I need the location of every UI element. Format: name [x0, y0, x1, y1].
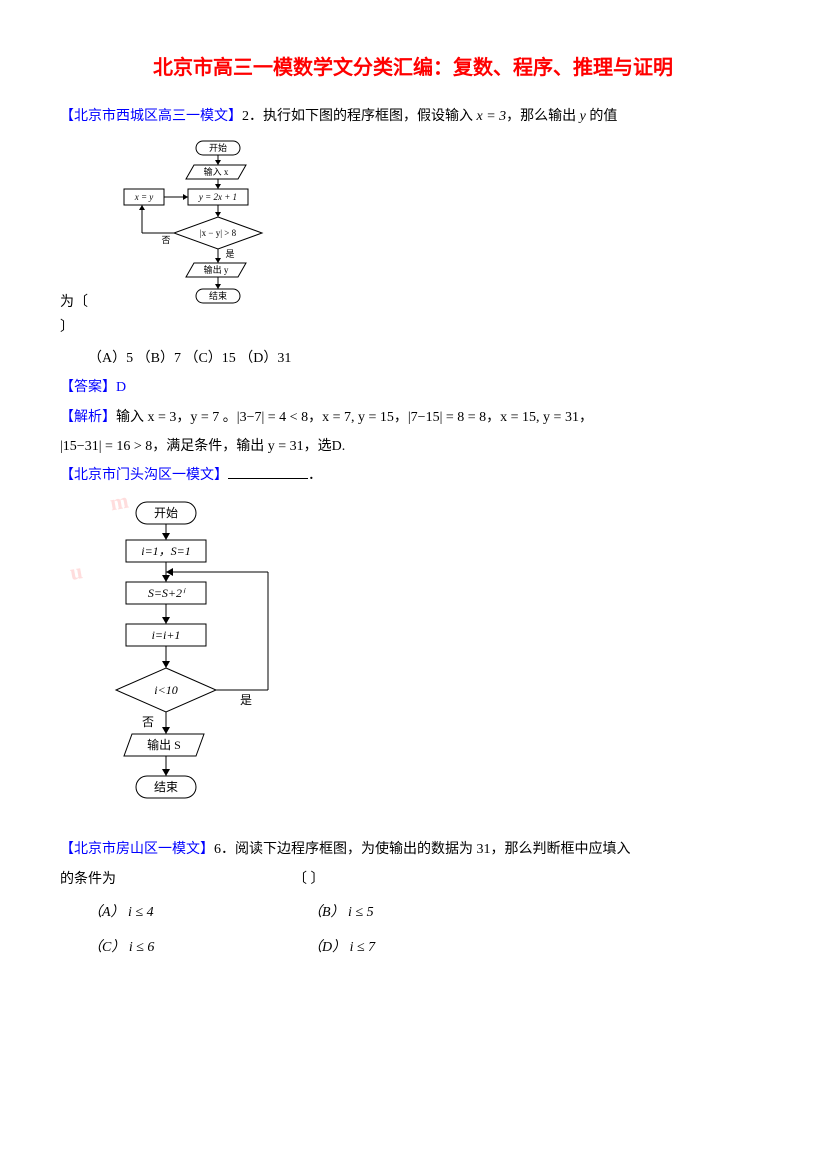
- q2-blank: [228, 478, 308, 479]
- q3-option-d: （D） i ≤ 7: [308, 935, 528, 960]
- q1-stem-c: 的值: [586, 109, 618, 124]
- q1-stem-b: ，那么输出: [506, 109, 580, 124]
- svg-text:输出 y: 输出 y: [204, 264, 229, 275]
- q1-number: 2．: [242, 109, 263, 124]
- q1-answer: D: [116, 380, 126, 395]
- q1-stem-a: 执行如下图的程序框图，假设输入: [263, 109, 477, 124]
- svg-text:S=S+2ⁱ: S=S+2ⁱ: [148, 586, 186, 600]
- svg-text:y = 2x + 1: y = 2x + 1: [198, 192, 237, 202]
- q1-analysis-tag: 【解析】: [60, 410, 116, 425]
- svg-text:|x − y| > 8: |x − y| > 8: [200, 228, 237, 238]
- svg-text:i=i+1: i=i+1: [152, 628, 181, 642]
- svg-text:否: 否: [142, 715, 154, 729]
- svg-text:结束: 结束: [209, 290, 227, 301]
- svg-text:i<10: i<10: [154, 683, 177, 697]
- q3-stem-b: 的条件为: [60, 872, 116, 887]
- q1-tail: 为〔 〕: [60, 290, 90, 340]
- q3-number: 6．: [214, 842, 235, 857]
- q3-option-c: （C） i ≤ 6: [88, 935, 308, 960]
- q3-stem-a: 阅读下边程序框图，为使输出的数据为 31，那么判断框中应填入: [235, 842, 631, 857]
- q3-block: 【北京市房山区一模文】6．阅读下边程序框图，为使输出的数据为 31，那么判断框中…: [60, 837, 766, 960]
- q1-analysis-2: |15−31| = 16 > 8，满足条件，输出 y = 31，选D.: [60, 434, 766, 459]
- q3-source-tag: 【北京市房山区一模文】: [60, 842, 214, 857]
- q2-flowchart: 开始 i=1，S=1 S=S+2ⁱ i=i+1: [88, 498, 318, 818]
- svg-text:是: 是: [225, 249, 234, 259]
- svg-text:i=1，S=1: i=1，S=1: [141, 544, 191, 558]
- svg-text:x = y: x = y: [134, 192, 154, 202]
- svg-text:结束: 结束: [154, 780, 178, 794]
- watermark-2: u: [67, 551, 86, 592]
- svg-text:否: 否: [161, 235, 170, 245]
- q1-analysis-1: 输入 x = 3，y = 7 。|3−7| = 4 < 8，x = 7, y =…: [116, 410, 593, 425]
- q1-options: （A）5 （B）7 （C）15 （D）31: [88, 346, 766, 371]
- q1-source-tag: 【北京市西城区高三一模文】: [60, 109, 242, 124]
- q3-paren: 〔 〕: [293, 872, 325, 887]
- q1-answer-tag: 【答案】: [60, 380, 116, 395]
- q1-x-eq: x = 3: [477, 109, 507, 124]
- svg-text:开始: 开始: [154, 506, 178, 520]
- q2-source-tag: 【北京市门头沟区一模文】: [60, 468, 228, 483]
- svg-text:开始: 开始: [209, 142, 227, 153]
- q3-option-a: （A） i ≤ 4: [88, 900, 308, 925]
- svg-text:输出 S: 输出 S: [147, 737, 181, 752]
- svg-text:输入 x: 输入 x: [204, 166, 229, 177]
- q1-flowchart: 开始 输入 x y = 2x + 1 |x − y| > 8 否: [118, 139, 308, 334]
- q1-block: 【北京市西城区高三一模文】2．执行如下图的程序框图，假设输入 x = 3，那么输…: [60, 104, 766, 459]
- svg-text:是: 是: [240, 693, 252, 707]
- q3-option-b: （B） i ≤ 5: [308, 900, 528, 925]
- page-title: 北京市高三一模数学文分类汇编：复数、程序、推理与证明: [60, 50, 766, 86]
- q2-blank-suffix: ．: [308, 468, 322, 483]
- q2-block: 【北京市门头沟区一模文】． m u 开始 i=1，S=1 S=S+2ⁱ: [60, 463, 766, 833]
